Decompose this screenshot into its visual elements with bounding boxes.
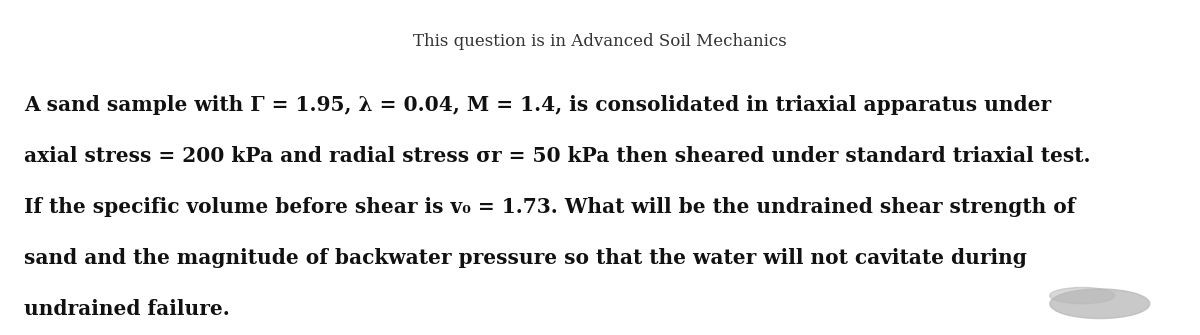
Ellipse shape: [1050, 287, 1115, 304]
Text: sand and the magnitude of backwater pressure so that the water will not cavitate: sand and the magnitude of backwater pres…: [24, 248, 1027, 268]
Text: axial stress = 200 kPa and radial stress σr = 50 kPa then sheared under standard: axial stress = 200 kPa and radial stress…: [24, 146, 1091, 166]
Text: undrained failure.: undrained failure.: [24, 299, 229, 319]
Text: This question is in Advanced Soil Mechanics: This question is in Advanced Soil Mechan…: [413, 33, 787, 50]
Text: A sand sample with Γ = 1.95, λ = 0.04, M = 1.4, is consolidated in triaxial appa: A sand sample with Γ = 1.95, λ = 0.04, M…: [24, 95, 1051, 115]
Ellipse shape: [1050, 289, 1150, 319]
Text: If the specific volume before shear is v₀ = 1.73. What will be the undrained she: If the specific volume before shear is v…: [24, 197, 1075, 217]
